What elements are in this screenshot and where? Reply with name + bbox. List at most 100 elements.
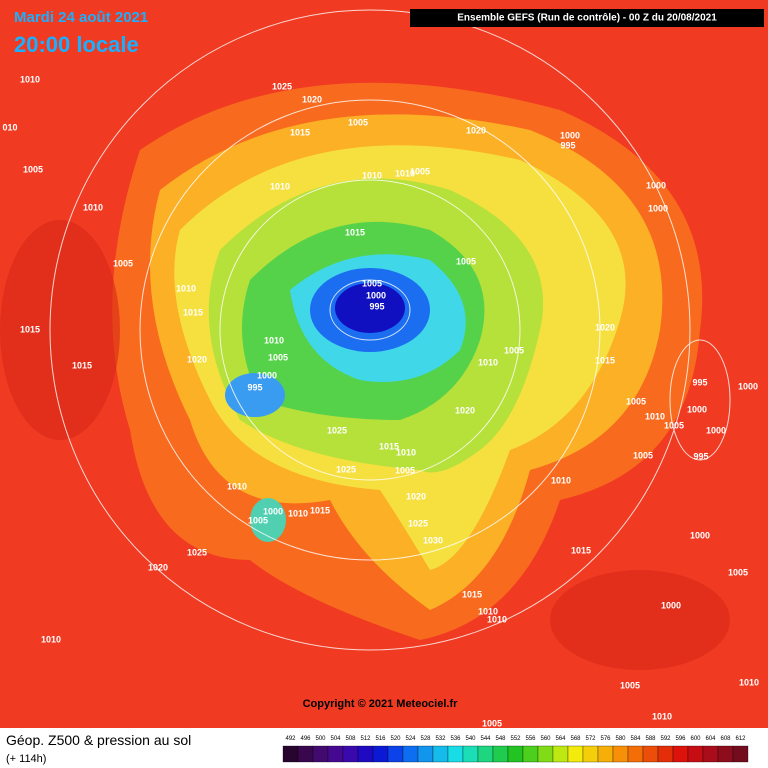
legend-swatch	[327, 745, 344, 763]
isobar-label: 1010	[478, 357, 498, 367]
legend-swatch	[567, 745, 584, 763]
isobar-label: 1005	[633, 450, 653, 460]
isobar-label: 1015	[290, 127, 310, 137]
run-info: Ensemble GEFS (Run de contrôle) - 00 Z d…	[457, 13, 717, 24]
legend-label: 540	[465, 736, 476, 742]
legend-swatch	[372, 745, 389, 763]
isobar-label: 1000	[257, 370, 277, 380]
legend-swatch	[417, 745, 434, 763]
isobar-label: 1000	[263, 506, 283, 516]
isobar-label: 1010	[270, 181, 290, 191]
legend-swatch	[612, 745, 629, 763]
isobar-label: 1010	[227, 481, 247, 491]
date: Mardi 24 août 2021	[14, 9, 148, 26]
isobar-label: 1010	[288, 508, 308, 518]
isobar-label: 1005	[410, 166, 430, 176]
isobar-label: 1020	[302, 94, 322, 104]
isobar-label: 1005	[23, 164, 43, 174]
legend-swatch	[717, 745, 734, 763]
copyright: Copyright © 2021 Meteociel.fr	[303, 698, 459, 710]
run-box	[410, 9, 764, 27]
legend-label: 576	[600, 736, 611, 742]
legend-label: 504	[330, 736, 341, 742]
isobar-label: 995	[693, 451, 708, 461]
isobar-label: 1015	[462, 589, 482, 599]
legend-label: 552	[510, 736, 521, 742]
isobar-label: 1000	[646, 180, 666, 190]
legend-label: 572	[585, 736, 596, 742]
isobar-label: 1005	[728, 567, 748, 577]
legend-swatch	[687, 745, 704, 763]
geopotential-fields	[0, 82, 730, 670]
footer-title: Géop. Z500 & pression au sol	[6, 732, 191, 748]
legend-swatch	[477, 745, 494, 763]
legend-swatch	[552, 745, 569, 763]
isobar-label: 1015	[72, 360, 92, 370]
legend-label: 560	[540, 736, 551, 742]
legend-label: 500	[315, 736, 326, 742]
isobar-label: 995	[369, 301, 384, 311]
isobar-label: 1010	[652, 711, 672, 721]
legend-label: 612	[735, 736, 746, 742]
isobar-label: 1010	[739, 677, 759, 687]
isobar-label: 1025	[336, 464, 356, 474]
isobar-label: 1030	[423, 535, 443, 545]
legend-swatch	[732, 745, 749, 763]
isobar-label: 1000	[687, 404, 707, 414]
isobar-label: 1010	[20, 74, 40, 84]
legend-swatch	[657, 745, 674, 763]
legend-swatch	[522, 745, 539, 763]
isobar-label: 1010	[478, 606, 498, 616]
isobar-label: 1005	[268, 352, 288, 362]
isobar-label: 1010	[264, 335, 284, 345]
legend-label: 556	[525, 736, 536, 742]
isobar-label: 1010	[645, 411, 665, 421]
legend-label: 584	[630, 736, 641, 742]
legend-swatch	[627, 745, 644, 763]
isobar-label: 1020	[406, 491, 426, 501]
legend-label: 536	[450, 736, 461, 742]
isobar-label: 1010	[176, 283, 196, 293]
isobar-label: 1015	[183, 307, 203, 317]
isobar-label: 1015	[379, 441, 399, 451]
legend-label: 528	[420, 736, 431, 742]
legend-swatch	[507, 745, 524, 763]
isobar-label: 1020	[455, 405, 475, 415]
legend-label: 604	[705, 736, 716, 742]
isobar-label: 1000	[366, 290, 386, 300]
isobar-label: 1005	[348, 117, 368, 127]
isobar-label: 1005	[482, 718, 502, 728]
footer-lead: (+ 114h)	[6, 753, 46, 765]
legend-label: 508	[345, 736, 356, 742]
legend-label: 592	[660, 736, 671, 742]
legend-swatch	[462, 745, 479, 763]
legend-swatch	[537, 745, 554, 763]
legend-swatch	[282, 745, 299, 763]
legend-swatch	[492, 745, 509, 763]
isobar-label: 1000	[738, 381, 758, 391]
isobar-label: 1015	[571, 545, 591, 555]
isobar-label: 1020	[466, 125, 486, 135]
isobar-label: 1025	[187, 547, 207, 557]
isobar-label: 1005	[664, 420, 684, 430]
isobar-label: 1005	[504, 345, 524, 355]
isobar-label: 1010	[362, 170, 382, 180]
isobar-label: 1005	[113, 258, 133, 268]
isobar-label: 1020	[148, 562, 168, 572]
legend-swatch	[672, 745, 689, 763]
legend-label: 596	[675, 736, 686, 742]
legend-swatch	[447, 745, 464, 763]
contours	[49, 9, 731, 651]
legend-label: 600	[690, 736, 701, 742]
isobar-label: 995	[560, 140, 575, 150]
isobar-label: 1005	[395, 465, 415, 475]
isobar-label: 1000	[560, 130, 580, 140]
isobar-label: 1005	[620, 680, 640, 690]
isobar-label: 1000	[690, 530, 710, 540]
legend-swatch	[387, 745, 404, 763]
isobar-label: 1010	[551, 475, 571, 485]
isobar-label: 1010	[41, 634, 61, 644]
isobar-label: 1020	[595, 322, 615, 332]
